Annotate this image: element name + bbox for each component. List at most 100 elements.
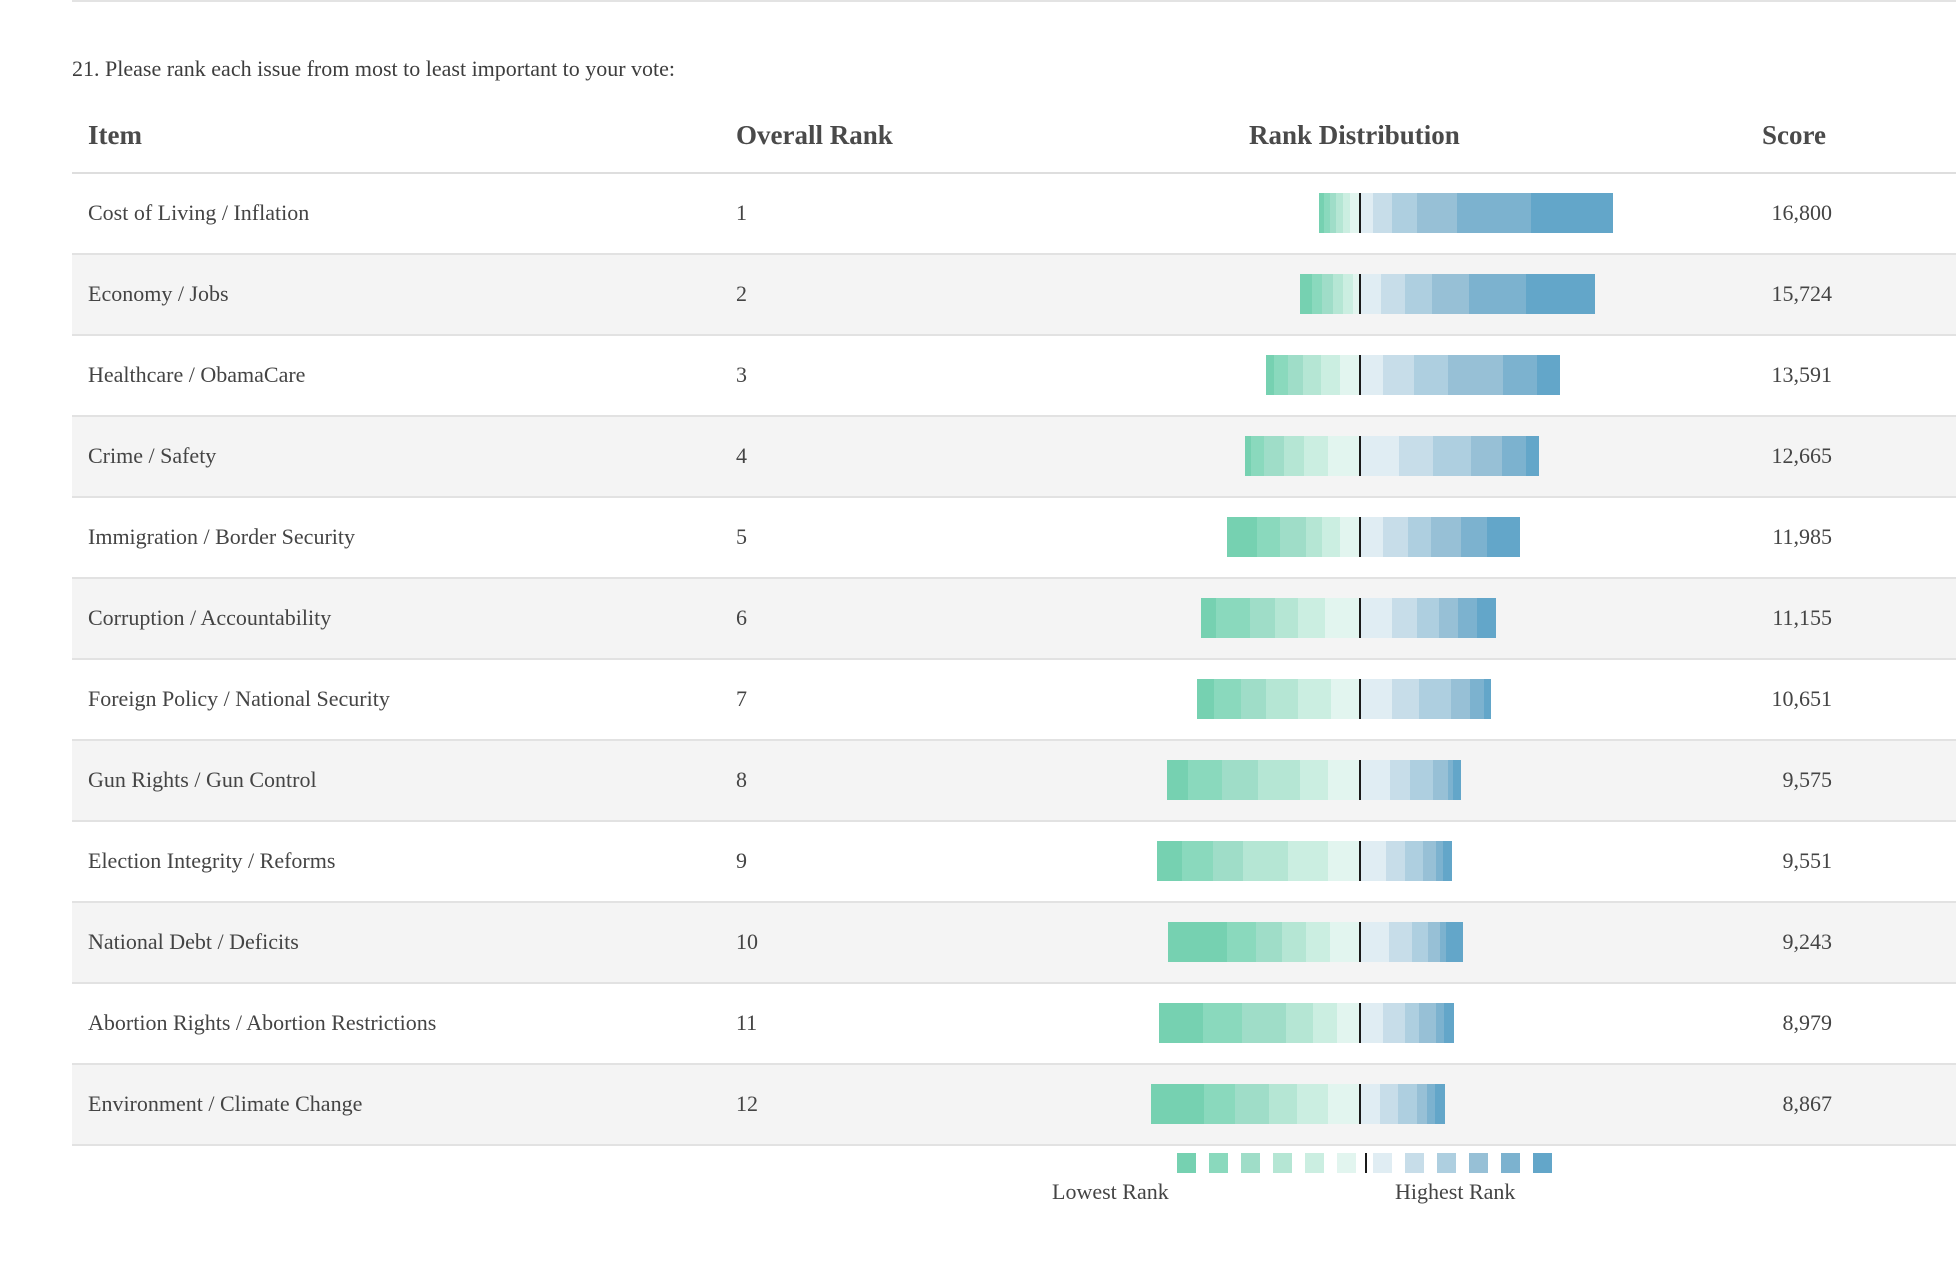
table-row: Corruption / Accountability 6 11,155 [72,579,1956,660]
bar-midline [1359,517,1361,557]
bar-segment-rank-1 [1486,517,1521,557]
bar-segment-rank-6 [1359,274,1382,314]
bar-segment-rank-5 [1398,436,1434,476]
bar-segment-rank-10 [1287,355,1304,395]
legend-swatch-rank-5 [1405,1153,1424,1173]
bar-segment-rank-10 [1235,1084,1270,1124]
rank-distribution-bar [1151,1084,1446,1124]
bar-segment-rank-11 [1215,598,1251,638]
table-row: National Debt / Deficits 10 9,243 [72,903,1956,984]
bar-segment-rank-12 [1196,679,1215,719]
header-rank-distribution: Rank Distribution [1249,120,1460,150]
rank-distribution-bar [1159,1003,1455,1043]
bar-segment-rank-10 [1213,841,1244,881]
bar-midline [1359,922,1361,962]
score-value: 13,591 [1771,362,1833,387]
bar-segment-rank-3 [1430,517,1462,557]
bar-segment-rank-8 [1297,679,1332,719]
bar-segment-rank-9 [1265,679,1299,719]
bar-segment-rank-4 [1411,922,1429,962]
table-row: Immigration / Border Security 5 11,985 [72,498,1956,579]
bar-segment-rank-9 [1269,1084,1298,1124]
table-row: Abortion Rights / Abortion Restrictions 1… [72,984,1956,1065]
table-header: Item Overall Rank Rank Distribution Scor… [72,100,1956,174]
bar-segment-rank-4 [1409,760,1434,800]
item-label: Economy / Jobs [88,281,229,306]
item-label: Immigration / Border Security [88,524,355,549]
bar-segment-rank-7 [1329,922,1361,962]
overall-rank-value: 12 [736,1091,758,1116]
bar-segment-rank-6 [1359,922,1390,962]
item-label: Crime / Safety [88,443,217,468]
bar-segment-rank-5 [1372,193,1393,233]
bar-segment-rank-2 [1458,598,1478,638]
ranking-table: Item Overall Rank Rank Distribution Scor… [72,100,1956,1146]
legend-swatch-rank-4 [1437,1153,1456,1173]
legend-lowest-label: Lowest Rank [1052,1179,1169,1204]
bar-segment-rank-11 [1324,193,1331,233]
overall-rank-value: 4 [736,443,747,468]
bar-segment-rank-11 [1202,1003,1243,1043]
bar-segment-rank-7 [1328,841,1361,881]
bar-segment-rank-8 [1342,193,1351,233]
bar-segment-rank-10 [1330,193,1337,233]
bar-segment-rank-9 [1302,355,1322,395]
bar-segment-rank-7 [1337,1003,1361,1043]
header-score: Score [1762,120,1826,150]
bar-segment-rank-2 [1469,274,1526,314]
bar-segment-rank-3 [1422,841,1437,881]
bar-segment-rank-5 [1391,679,1420,719]
bar-segment-rank-11 [1204,1084,1236,1124]
bar-midline [1359,1003,1361,1043]
rank-distribution-bar [1244,436,1539,476]
bar-segment-rank-3 [1448,355,1504,395]
bar-segment-rank-4 [1397,1084,1418,1124]
bar-segment-rank-4 [1432,436,1472,476]
bar-segment-rank-9 [1332,274,1344,314]
top-divider [72,0,1956,2]
bar-segment-rank-12 [1265,355,1275,395]
bar-segment-rank-12 [1244,436,1252,476]
bar-segment-rank-8 [1300,760,1329,800]
rank-distribution-bar [1319,193,1614,233]
bar-segment-rank-8 [1297,598,1326,638]
bar-segment-rank-11 [1257,517,1281,557]
legend-swatch-rank-10 [1241,1153,1260,1173]
score-value: 15,724 [1771,281,1833,306]
bar-segment-rank-3 [1427,922,1441,962]
bar-midline [1359,274,1361,314]
item-label: Healthcare / ObamaCare [88,362,306,387]
bar-segment-rank-7 [1325,598,1361,638]
table-body: Cost of Living / Inflation 1 16,800 Economy… [72,174,1956,1146]
score-value: 8,979 [1782,1010,1833,1035]
bar-segment-rank-6 [1359,1084,1381,1124]
bar-segment-rank-3 [1419,1003,1437,1043]
bar-segment-rank-2 [1435,1003,1445,1043]
bar-segment-rank-1 [1443,1003,1455,1043]
bar-segment-rank-6 [1359,517,1384,557]
bar-segment-rank-7 [1328,436,1361,476]
bar-segment-rank-9 [1282,922,1307,962]
bar-midline [1359,679,1361,719]
legend-swatch-rank-8 [1305,1153,1324,1173]
table-row: Environment / Climate Change 12 8,867 [72,1065,1956,1146]
bar-segment-rank-1 [1483,679,1492,719]
bar-segment-rank-7 [1331,679,1361,719]
bar-segment-rank-9 [1285,1003,1314,1043]
table-row: Cost of Living / Inflation 1 16,800 [72,174,1956,255]
score-value: 8,867 [1782,1091,1833,1116]
item-label: Foreign Policy / National Security [88,686,390,711]
bar-segment-rank-2 [1447,760,1454,800]
bar-segment-rank-9 [1306,517,1323,557]
bar-segment-rank-12 [1226,517,1258,557]
rank-distribution-bar [1196,679,1492,719]
bar-segment-rank-4 [1414,355,1449,395]
bar-segment-rank-5 [1379,1084,1399,1124]
bar-segment-rank-12 [1151,1084,1205,1124]
bar-segment-rank-11 [1182,841,1214,881]
bar-segment-rank-12 [1159,1003,1204,1043]
bar-segment-rank-6 [1359,1003,1384,1043]
rank-legend: Lowest Rank Highest Rank [0,1153,1956,1233]
bar-segment-rank-6 [1359,436,1400,476]
table-row: Foreign Policy / National Security 7 10,65… [72,660,1956,741]
